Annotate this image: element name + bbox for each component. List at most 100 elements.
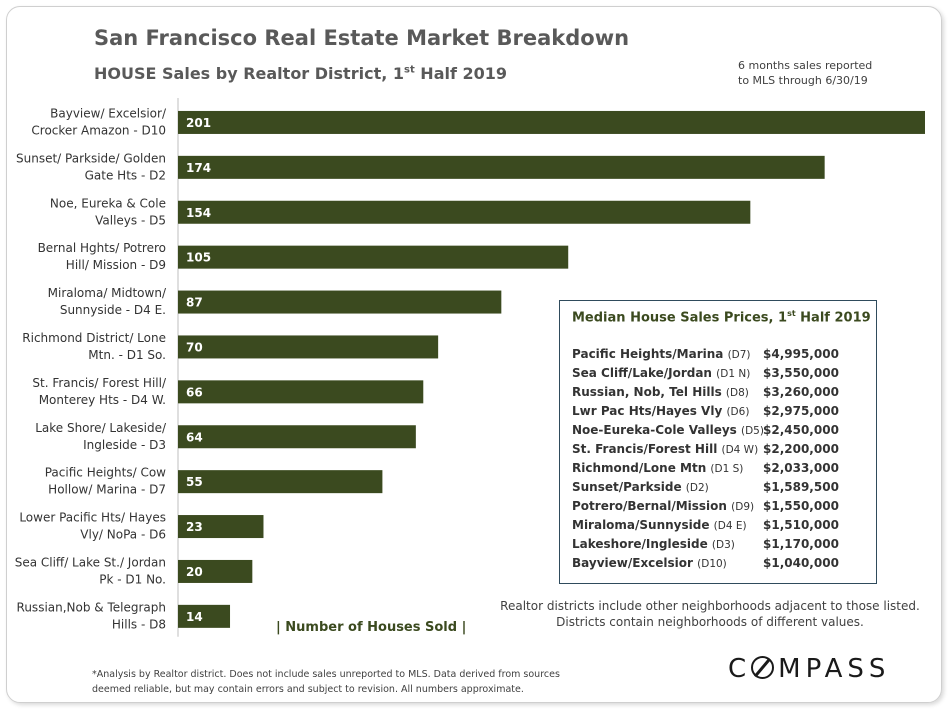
- bar: [178, 335, 439, 359]
- category-label: Vly/ NoPa - D6: [80, 528, 166, 542]
- median-price: $3,550,000: [763, 366, 839, 380]
- median-price: $1,040,000: [763, 556, 839, 570]
- category-label: St. Francis/ Forest Hill/: [32, 376, 167, 390]
- bar: [178, 425, 416, 449]
- district-name: Bayview/Excelsior (D10): [572, 556, 727, 570]
- district-name: Lakeshore/Ingleside (D3): [572, 537, 735, 551]
- median-price: $4,995,000: [763, 347, 839, 361]
- median-price: $1,510,000: [763, 518, 839, 532]
- price-row: Pacific Heights/Marina (D7) $4,995,000: [572, 347, 872, 366]
- district-code: (D7): [727, 349, 751, 361]
- bar: [178, 515, 264, 539]
- category-label: Bernal Hghts/ Potrero: [38, 241, 166, 255]
- realtor-note: Realtor districts include other neighbor…: [500, 599, 920, 629]
- bar-value-label: 70: [186, 340, 203, 354]
- bar-value-label: 201: [186, 116, 211, 130]
- category-label: Valleys - D5: [95, 213, 166, 227]
- report-note: 6 months sales reported to MLS through 6…: [738, 59, 873, 87]
- category-label: Pacific Heights/ Cow: [45, 466, 166, 480]
- category-label: Gate Hts - D2: [85, 168, 166, 182]
- median-price: $1,589,500: [763, 480, 839, 494]
- median-price: $2,200,000: [763, 442, 839, 456]
- district-name: Pacific Heights/Marina (D7): [572, 347, 751, 361]
- chart-title: San Francisco Real Estate Market Breakdo…: [94, 26, 630, 50]
- price-row: Bayview/Excelsior (D10) $1,040,000: [572, 556, 872, 575]
- district-code: (D3): [711, 539, 735, 551]
- district-name: Sunset/Parkside (D2): [572, 480, 709, 494]
- median-price: $2,975,000: [763, 404, 839, 418]
- district-code: (D10): [697, 558, 727, 570]
- bar-value-label: 23: [186, 520, 203, 534]
- price-row: Miraloma/Sunnyside (D4 E) $1,510,000: [572, 518, 872, 537]
- district-code: (D6): [726, 406, 750, 418]
- bar: [178, 470, 383, 494]
- bar-value-label: 105: [186, 251, 211, 265]
- price-row: Noe-Eureka-Cole Valleys (D5) $2,450,000: [572, 423, 872, 442]
- district-code: (D8): [725, 387, 749, 399]
- bar: [178, 200, 751, 224]
- price-row: Richmond/Lone Mtn (D1 S) $2,033,000: [572, 461, 872, 480]
- category-label: Mtn. - D1 So.: [88, 348, 166, 362]
- category-label: Hill/ Mission - D9: [66, 258, 166, 272]
- price-row: Lwr Pac Hts/Hayes Vly (D6) $2,975,000: [572, 404, 872, 423]
- category-label: Richmond District/ Lone: [22, 331, 166, 345]
- median-price: $1,170,000: [763, 537, 839, 551]
- category-label: Ingleside - D3: [83, 438, 166, 452]
- bar: [178, 559, 253, 583]
- district-name: Sea Cliff/Lake/Jordan (D1 N): [572, 366, 751, 380]
- category-label: Sunset/ Parkside/ Golden: [16, 151, 166, 165]
- legend-label: | Number of Houses Sold |: [276, 620, 466, 635]
- median-price: $1,550,000: [763, 499, 839, 513]
- bar: [178, 110, 925, 134]
- category-label: Crocker Amazon - D10: [31, 123, 166, 137]
- district-code: (D5): [740, 425, 764, 437]
- logo-o-glyph: [751, 656, 775, 679]
- price-row: Potrero/Bernal/Mission (D9) $1,550,000: [572, 499, 872, 518]
- district-code: (D1 N): [716, 368, 751, 380]
- category-label: Hollow/ Marina - D7: [48, 483, 166, 497]
- price-row: St. Francis/Forest Hill (D4 W) $2,200,000: [572, 442, 872, 461]
- district-code: (D4 E): [713, 520, 747, 532]
- bar-value-label: 87: [186, 296, 203, 310]
- bar: [178, 245, 569, 269]
- district-name: Miraloma/Sunnyside (D4 E): [572, 518, 747, 532]
- median-price: $3,260,000: [763, 385, 839, 399]
- bar-value-label: 66: [186, 385, 203, 399]
- price-row: Sunset/Parkside (D2) $1,589,500: [572, 480, 872, 499]
- bar-value-label: 55: [186, 475, 203, 489]
- category-label: Bayview/ Excelsior/: [50, 106, 167, 120]
- district-name: St. Francis/Forest Hill (D4 W): [572, 442, 759, 456]
- bar-value-label: 174: [186, 161, 211, 175]
- bar: [178, 155, 825, 179]
- category-label: Hills - D8: [112, 617, 166, 631]
- price-row: Lakeshore/Ingleside (D3) $1,170,000: [572, 537, 872, 556]
- category-label: Sunnyside - D4 E.: [60, 303, 166, 317]
- median-price-table: Median House Sales Prices, 1st Half 2019…: [559, 300, 877, 584]
- district-code: (D2): [685, 482, 709, 494]
- category-label: Pk - D1 No.: [99, 572, 166, 586]
- category-label: Miraloma/ Midtown/: [48, 286, 167, 300]
- district-name: Richmond/Lone Mtn (D1 S): [572, 461, 744, 475]
- median-price: $2,033,000: [763, 461, 839, 475]
- bar: [178, 380, 424, 404]
- bar-value-label: 14: [186, 610, 203, 624]
- category-label: Monterey Hts - D4 W.: [39, 393, 166, 407]
- bar: [178, 604, 231, 628]
- median-price-title: Median House Sales Prices, 1st Half 2019: [572, 309, 871, 326]
- price-row: Sea Cliff/Lake/Jordan (D1 N) $3,550,000: [572, 366, 872, 385]
- district-code: (D1 S): [710, 463, 744, 475]
- district-name: Noe-Eureka-Cole Valleys (D5): [572, 423, 764, 437]
- category-label: Sea Cliff/ Lake St./ Jordan: [15, 555, 166, 569]
- footnote: *Analysis by Realtor district. Does not …: [92, 669, 560, 695]
- price-row: Russian, Nob, Tel Hills (D8) $3,260,000: [572, 385, 872, 404]
- bar: [178, 290, 502, 314]
- bar-value-label: 154: [186, 206, 211, 220]
- district-code: (D4 W): [721, 444, 759, 456]
- district-code: (D9): [731, 501, 755, 513]
- category-label: Russian,Nob & Telegraph: [17, 600, 166, 614]
- category-label: Noe, Eureka & Cole: [50, 196, 166, 210]
- slide-frame: [6, 6, 942, 703]
- district-name: Potrero/Bernal/Mission (D9): [572, 499, 755, 513]
- category-label: Lake Shore/ Lakeside/: [35, 421, 167, 435]
